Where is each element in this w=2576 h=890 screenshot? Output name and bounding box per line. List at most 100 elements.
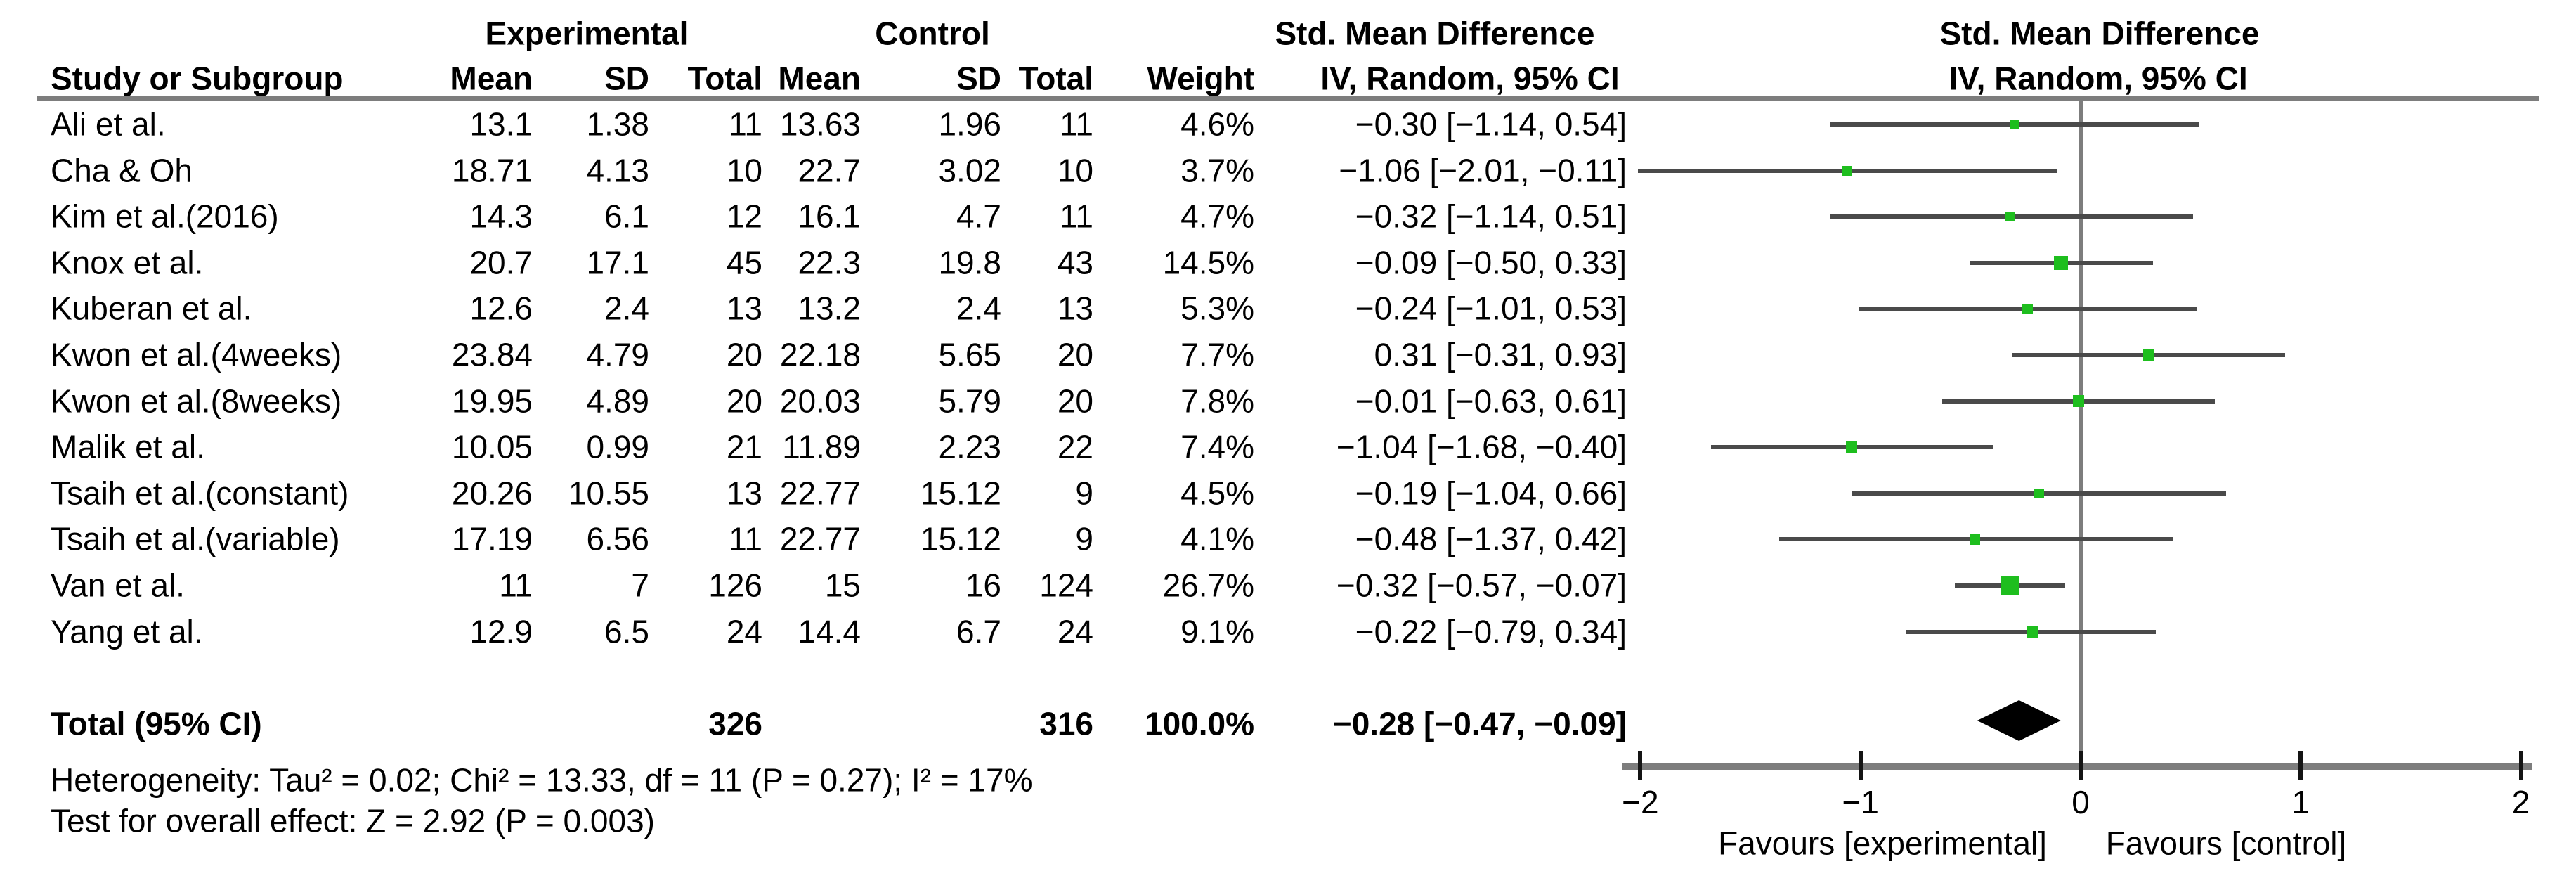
cell-sd-e: 6.5: [604, 613, 649, 650]
col-header-method-ci-plot: IV, Random, 95% CI: [1949, 60, 2248, 97]
cell-sd-e: 4.79: [586, 336, 649, 373]
cell-ci-text: −0.48 [−1.37, 0.42]: [1355, 520, 1627, 557]
cell-mean-c: 22.77: [779, 475, 861, 512]
cell-weight: 9.1%: [1180, 613, 1254, 650]
cell-mean-e: 12.9: [469, 613, 533, 650]
cell-mean-c: 22.7: [798, 152, 861, 189]
axis-tick-label: 0: [2071, 784, 2090, 820]
smd-square: [1846, 441, 1858, 453]
smd-square: [2005, 211, 2016, 222]
smd-square: [2022, 303, 2034, 314]
axis-tick: [2298, 751, 2303, 780]
cell-mean-e: 23.84: [451, 336, 533, 373]
cell-weight: 7.4%: [1180, 428, 1254, 465]
cell-n-e: 11: [729, 105, 762, 143]
study-name: Kwon et al.(4weeks): [51, 336, 342, 373]
axis-tick-label: −2: [1622, 784, 1659, 820]
cell-ci-text: −0.24 [−1.01, 0.53]: [1355, 290, 1627, 327]
cell-n-e: 13: [726, 290, 762, 327]
study-name: Tsaih et al.(constant): [51, 475, 349, 512]
cell-ci-text: −1.06 [−2.01, −0.11]: [1339, 152, 1627, 189]
total-label: Total (95% CI): [51, 705, 262, 742]
cell-weight: 4.1%: [1180, 520, 1254, 557]
overall-effect-text: Test for overall effect: Z = 2.92 (P = 0…: [51, 802, 655, 839]
cell-n-e: 20: [726, 336, 762, 373]
cell-ci-text: −0.19 [−1.04, 0.66]: [1355, 475, 1627, 512]
axis-tick-label: 2: [2511, 784, 2530, 820]
cell-n-e: 11: [729, 520, 762, 557]
cell-n-c: 13: [1057, 290, 1093, 327]
cell-n-c: 10: [1057, 152, 1093, 189]
cell-n-e: 45: [726, 244, 762, 281]
cell-sd-c: 16: [965, 567, 1001, 604]
study-name: Ali et al.: [51, 105, 166, 143]
cell-sd-e: 6.1: [604, 198, 649, 235]
col-header-total-ctrl: Total: [1018, 60, 1093, 97]
axis-tick: [1858, 751, 1863, 780]
axis-tick-label: −1: [1842, 784, 1879, 820]
study-name: Kwon et al.(8weeks): [51, 382, 342, 420]
cell-ci-text: −0.22 [−0.79, 0.34]: [1355, 613, 1627, 650]
study-name: Kuberan et al.: [51, 290, 252, 327]
cell-n-c: 43: [1057, 244, 1093, 281]
cell-mean-e: 19.95: [451, 382, 533, 420]
cell-n-e: 10: [726, 152, 762, 189]
cell-n-c: 20: [1057, 382, 1093, 420]
cell-sd-c: 5.65: [938, 336, 1001, 373]
cell-mean-c: 15: [824, 567, 861, 604]
study-name: Van et al.: [51, 567, 185, 604]
smd-square: [2009, 119, 2020, 130]
cell-mean-e: 14.3: [469, 198, 533, 235]
axis-tick-label: 1: [2291, 784, 2310, 820]
study-name: Malik et al.: [51, 428, 205, 465]
smd-square: [2143, 349, 2155, 361]
col-header-total-exp: Total: [687, 60, 762, 97]
col-header-weight: Weight: [1147, 60, 1254, 97]
cell-ci-text: −0.32 [−1.14, 0.51]: [1355, 198, 1627, 235]
col-header-mean-exp: Mean: [450, 60, 533, 97]
cell-weight: 3.7%: [1180, 152, 1254, 189]
cell-sd-e: 4.89: [586, 382, 649, 420]
study-name: Tsaih et al.(variable): [51, 520, 340, 557]
smd-square: [1970, 534, 1980, 545]
cell-n-e: 126: [708, 567, 762, 604]
cell-n-c: 9: [1075, 520, 1093, 557]
cell-sd-c: 15.12: [920, 520, 1001, 557]
cell-n-c: 20: [1057, 336, 1093, 373]
cell-n-e: 24: [726, 613, 762, 650]
cell-n-e: 13: [726, 475, 762, 512]
cell-ci-text: −0.30 [−1.14, 0.54]: [1355, 105, 1627, 143]
cell-sd-c: 4.7: [956, 198, 1001, 235]
cell-mean-c: 20.03: [779, 382, 861, 420]
cell-ci-text: 0.31 [−0.31, 0.93]: [1374, 336, 1627, 373]
cell-sd-e: 10.55: [568, 475, 649, 512]
cell-mean-c: 13.63: [779, 105, 861, 143]
cell-n-c: 11: [1060, 198, 1093, 235]
cell-weight: 26.7%: [1162, 567, 1254, 604]
col-header-sd-exp: SD: [604, 60, 649, 97]
cell-n-e: 12: [726, 198, 762, 235]
cell-ci-text: −0.09 [−0.50, 0.33]: [1355, 244, 1627, 281]
cell-sd-c: 15.12: [920, 475, 1001, 512]
axis-tick: [2518, 751, 2523, 780]
cell-mean-e: 13.1: [469, 105, 533, 143]
axis-tick: [2079, 751, 2083, 780]
total-weight: 100.0%: [1144, 705, 1254, 742]
cell-weight: 4.5%: [1180, 475, 1254, 512]
col-group-experimental: Experimental: [485, 15, 689, 52]
total-ci-text: −0.28 [−0.47, −0.09]: [1332, 705, 1627, 742]
cell-ci-text: −1.04 [−1.68, −0.40]: [1336, 428, 1627, 465]
cell-sd-c: 3.02: [938, 152, 1001, 189]
total-n-experimental: 326: [708, 705, 762, 742]
cell-sd-e: 1.38: [586, 105, 649, 143]
cell-sd-c: 19.8: [938, 244, 1001, 281]
cell-n-e: 21: [726, 428, 762, 465]
cell-sd-e: 0.99: [586, 428, 649, 465]
cell-n-e: 20: [726, 382, 762, 420]
cell-sd-e: 17.1: [586, 244, 649, 281]
cell-mean-e: 12.6: [469, 290, 533, 327]
cell-mean-c: 22.3: [798, 244, 861, 281]
cell-sd-c: 1.96: [938, 105, 1001, 143]
